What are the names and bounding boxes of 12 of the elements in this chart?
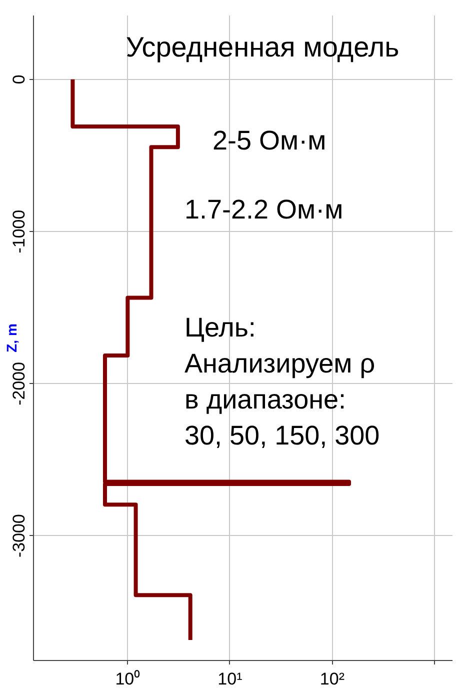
x-tick-label: 10¹: [218, 670, 243, 688]
annotation: 1.7-2.2 Ом·м: [184, 194, 344, 224]
y-tick-label: 0: [10, 74, 28, 84]
text: Усредненная модель: [126, 32, 400, 62]
y-axis-title: Z, m: [4, 324, 20, 352]
annotation: 2-5 Ом·м: [212, 126, 326, 156]
y-tick-label: -2000: [10, 362, 28, 406]
y-tick-label: -3000: [10, 514, 28, 558]
annotation: Цель: Анализируем ρ в диапазоне: 30, 50, 150, 300: [184, 312, 380, 450]
x-tick-label: 10²: [320, 670, 345, 688]
x-tick-label: 10⁰: [115, 670, 140, 688]
y-tick-label: -1000: [10, 210, 28, 254]
